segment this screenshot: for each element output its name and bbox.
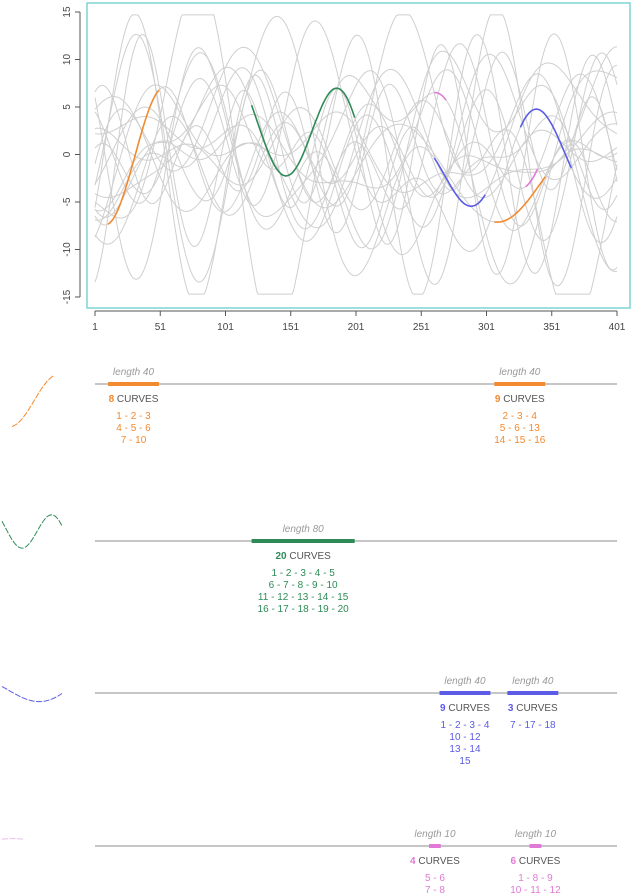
motif-curve-segment: [525, 168, 539, 188]
motif-curve-ids: 1 - 2 - 3 - 4: [441, 720, 490, 731]
motif-curve-ids: 7 - 8: [425, 885, 445, 894]
motif-curve-ids: 7 - 10: [121, 435, 147, 446]
motif-curve-segment: [433, 157, 486, 207]
motif-row: length 40 9 CURVES 1 - 2 - 3 - 410 - 1213 …: [1, 676, 617, 767]
motif-length-label: length 40: [499, 367, 541, 378]
background-curve: [94, 14, 618, 287]
motif-curve-ids: 14 - 15 - 16: [494, 435, 546, 446]
x-tick-label: 101: [217, 322, 234, 333]
background-curve: [94, 51, 618, 249]
highlighted-motifs: [107, 87, 573, 225]
motif-curve-ids: 13 - 14: [449, 744, 481, 755]
background-curve: [94, 14, 618, 295]
background-curve: [94, 69, 618, 231]
motif-curve-ids: 10 - 11 - 12: [510, 885, 561, 894]
motif-curve-segment: [494, 176, 546, 223]
x-tick-label: 1: [92, 322, 98, 333]
background-curve: [94, 73, 618, 244]
plot-frame: [86, 2, 631, 309]
motif-length-label: length 40: [512, 676, 554, 687]
background-curve: [94, 83, 618, 234]
motif-row: length 40 8 CURVES 1 - 2 - 34 - 5 - 67 - 1…: [11, 367, 617, 446]
motif-length-label: length 40: [444, 676, 486, 687]
x-tick-label: 351: [543, 322, 560, 333]
background-curve: [94, 43, 617, 230]
motif-curve-ids: 6 - 7 - 8 - 9 - 10: [269, 580, 338, 591]
y-tick-label: -10: [62, 242, 73, 257]
motif-length-label: length 10: [515, 829, 557, 840]
y-tick-label: 15: [62, 6, 73, 18]
x-tick-label: 251: [413, 322, 430, 333]
motif-row: length 10 4 CURVES 5 - 67 - 8 length 10 6 CU…: [1, 829, 617, 894]
motif-curve-ids: 10 - 12: [449, 732, 481, 743]
x-tick-label: 151: [282, 322, 299, 333]
motif-length-label: length 80: [283, 524, 325, 535]
y-tick-label: 0: [62, 151, 73, 157]
motif-row: length 80 20 CURVES 1 - 2 - 3 - 4 - 56 - 7…: [1, 514, 617, 615]
background-curve: [94, 50, 618, 273]
x-tick-label: 201: [348, 322, 365, 333]
y-tick-label: -15: [62, 289, 73, 304]
motif-thumbnail-curve: [11, 375, 55, 427]
motif-curve-count: 6 CURVES: [511, 856, 561, 867]
motif-thumbnail: [1, 838, 25, 840]
motif-curve-segment: [250, 87, 356, 177]
motif-curve-count: 20 CURVES: [275, 551, 331, 562]
background-curve: [94, 14, 618, 295]
motif-thumbnail-curve: [1, 838, 25, 840]
motif-curve-count: 3 CURVES: [508, 703, 558, 714]
motif-thumbnail-curve: [1, 686, 63, 703]
x-tick-label: 51: [155, 322, 167, 333]
motif-curve-count: 4 CURVES: [410, 856, 460, 867]
motif-curve-ids: 16 - 17 - 18 - 19 - 20: [258, 604, 350, 615]
motif-length-label: length 10: [414, 829, 456, 840]
motif-curve-ids: 11 - 12 - 13 - 14 - 15: [258, 592, 349, 603]
motif-curve-segment: [519, 108, 573, 169]
motif-thumbnail: [1, 686, 63, 703]
motif-curve-ids: 4 - 5 - 6: [116, 423, 151, 434]
motif-thumbnail: [1, 514, 63, 549]
motif-curve-segment: [107, 89, 160, 225]
x-tick-label: 301: [478, 322, 495, 333]
motif-curve-count: 9 CURVES: [495, 394, 545, 405]
x-tick-label: 401: [609, 322, 626, 333]
motif-thumbnail-curve: [1, 514, 63, 549]
y-tick-label: 5: [62, 104, 73, 110]
motif-thumbnail: [11, 375, 55, 427]
motif-curve-count: 9 CURVES: [440, 703, 490, 714]
background-curve: [94, 53, 618, 242]
motif-curve-ids: 2 - 3 - 4: [503, 411, 538, 422]
background-curve: [94, 33, 618, 283]
motif-curve-ids: 1 - 8 - 9: [518, 873, 553, 884]
background-curve: [94, 52, 618, 242]
motif-curve-segment: [434, 91, 447, 101]
x-axis: 1 51 101 151 201 251 301 351 401: [92, 310, 626, 333]
motif-curve-ids: 7 - 17 - 18: [510, 720, 556, 731]
y-axis: 15 10 5 0 -5 -10 -15: [62, 6, 81, 304]
background-curves: [94, 14, 618, 295]
motif-curve-count: 8 CURVES: [109, 394, 159, 405]
background-curve: [94, 14, 618, 295]
motif-curve-ids: 15: [459, 756, 471, 767]
motif-curve-ids: 5 - 6 - 13: [500, 423, 540, 434]
y-tick-label: -5: [62, 197, 73, 206]
motif-curve-ids: 5 - 6: [425, 873, 445, 884]
motif-curve-ids: 1 - 2 - 3: [116, 411, 151, 422]
motif-length-label: length 40: [113, 367, 155, 378]
motif-curve-ids: 1 - 2 - 3 - 4 - 5: [271, 568, 335, 579]
y-tick-label: 10: [62, 54, 73, 66]
